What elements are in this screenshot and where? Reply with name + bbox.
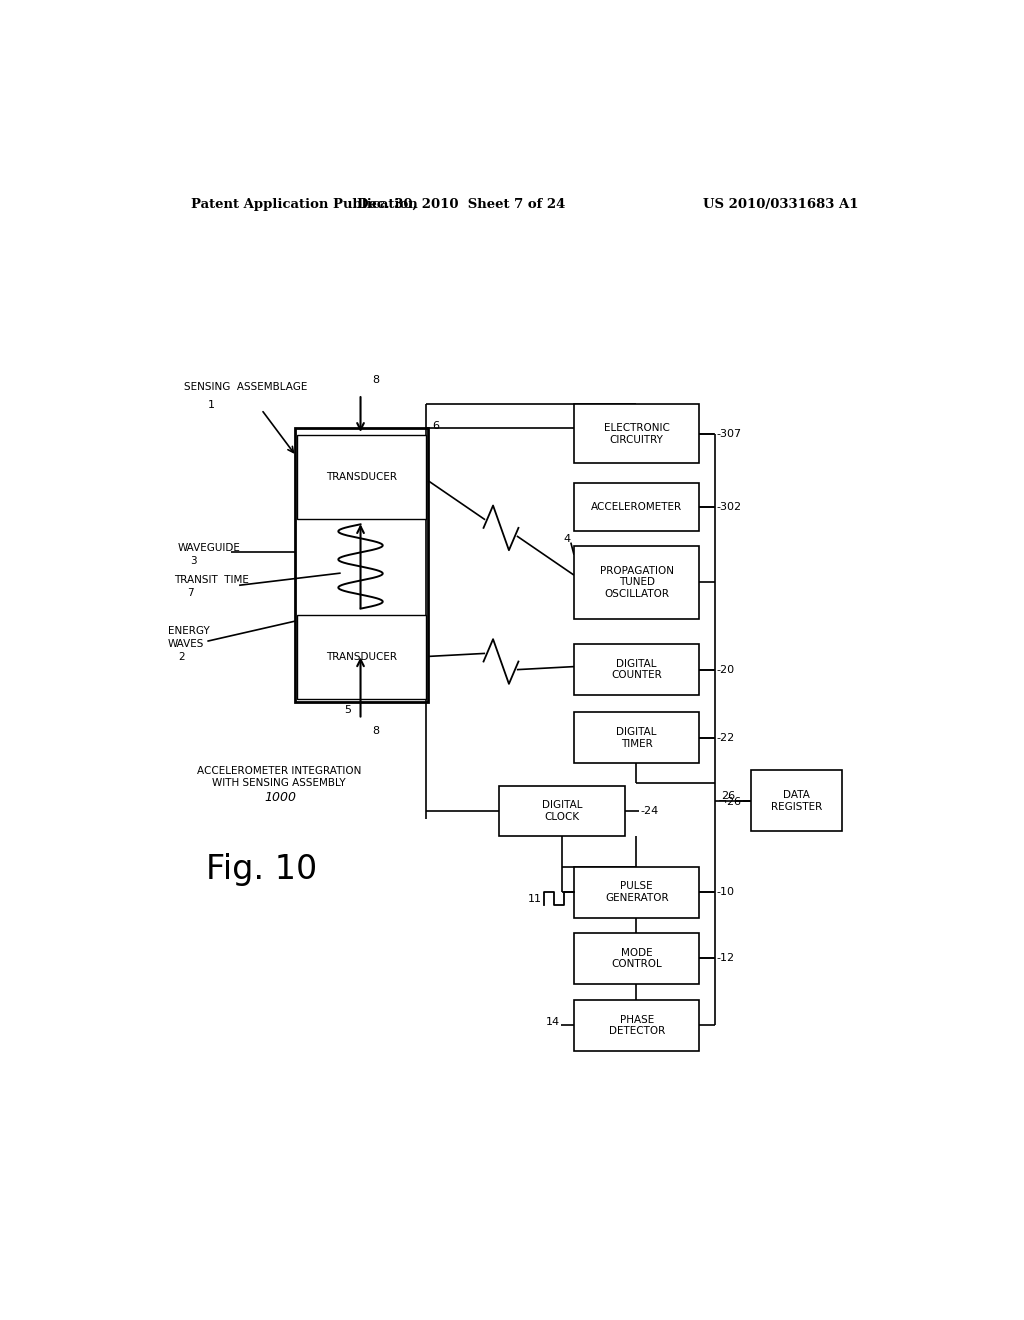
Text: Patent Application Publication: Patent Application Publication [191, 198, 418, 211]
Text: -24: -24 [641, 807, 658, 816]
Text: -302: -302 [717, 502, 742, 512]
Text: 11: 11 [528, 895, 543, 904]
FancyBboxPatch shape [574, 713, 699, 763]
Text: -10: -10 [717, 887, 735, 898]
Text: MODE
CONTROL: MODE CONTROL [611, 948, 663, 969]
FancyBboxPatch shape [574, 1001, 699, 1051]
FancyBboxPatch shape [574, 933, 699, 983]
Text: SENSING  ASSEMBLAGE: SENSING ASSEMBLAGE [183, 383, 307, 392]
Text: 3: 3 [189, 556, 197, 566]
Text: WAVEGUIDE: WAVEGUIDE [177, 543, 240, 553]
FancyBboxPatch shape [574, 867, 699, 917]
Text: TRANSDUCER: TRANSDUCER [326, 652, 397, 661]
Text: TRANSDUCER: TRANSDUCER [326, 473, 397, 482]
Text: ENERGY: ENERGY [168, 626, 210, 636]
Text: 1000: 1000 [264, 791, 296, 804]
Text: 7: 7 [187, 589, 195, 598]
Text: PULSE
GENERATOR: PULSE GENERATOR [605, 882, 669, 903]
Text: Fig. 10: Fig. 10 [206, 854, 317, 887]
FancyBboxPatch shape [574, 644, 699, 696]
Text: DIGITAL
CLOCK: DIGITAL CLOCK [542, 800, 583, 822]
Text: 8: 8 [373, 726, 380, 735]
Text: -20: -20 [717, 665, 735, 675]
FancyBboxPatch shape [574, 545, 699, 619]
FancyBboxPatch shape [574, 404, 699, 463]
Text: -12: -12 [717, 953, 735, 964]
FancyBboxPatch shape [500, 785, 625, 837]
Text: ACCELEROMETER INTEGRATION
WITH SENSING ASSEMBLY: ACCELEROMETER INTEGRATION WITH SENSING A… [197, 766, 361, 788]
FancyBboxPatch shape [295, 428, 428, 702]
Text: ELECTRONIC
CIRCUITRY: ELECTRONIC CIRCUITRY [604, 422, 670, 445]
FancyBboxPatch shape [751, 771, 842, 832]
Text: -22: -22 [717, 733, 735, 743]
Text: 1: 1 [207, 400, 214, 411]
Text: TRANSIT  TIME: TRANSIT TIME [174, 576, 249, 585]
Text: Dec. 30, 2010  Sheet 7 of 24: Dec. 30, 2010 Sheet 7 of 24 [357, 198, 565, 211]
Text: $\neg$26: $\neg$26 [717, 795, 741, 807]
Text: 2: 2 [178, 652, 184, 663]
Text: 14: 14 [546, 1018, 560, 1027]
Text: 4: 4 [563, 533, 570, 544]
Text: DATA
REGISTER: DATA REGISTER [771, 789, 822, 812]
FancyBboxPatch shape [297, 434, 426, 519]
Text: WAVES: WAVES [168, 639, 204, 649]
Text: -307: -307 [717, 429, 742, 438]
Text: US 2010/0331683 A1: US 2010/0331683 A1 [702, 198, 858, 211]
Text: 5: 5 [344, 705, 351, 715]
Text: 6: 6 [433, 421, 439, 430]
Text: DIGITAL
COUNTER: DIGITAL COUNTER [611, 659, 663, 680]
FancyBboxPatch shape [297, 615, 426, 700]
Text: ACCELEROMETER: ACCELEROMETER [591, 502, 682, 512]
Text: DIGITAL
TIMER: DIGITAL TIMER [616, 727, 657, 748]
Text: PROPAGATION
TUNED
OSCILLATOR: PROPAGATION TUNED OSCILLATOR [600, 566, 674, 599]
FancyBboxPatch shape [574, 483, 699, 532]
Text: 26: 26 [721, 791, 735, 801]
Text: 8: 8 [373, 375, 380, 385]
Text: PHASE
DETECTOR: PHASE DETECTOR [608, 1015, 665, 1036]
